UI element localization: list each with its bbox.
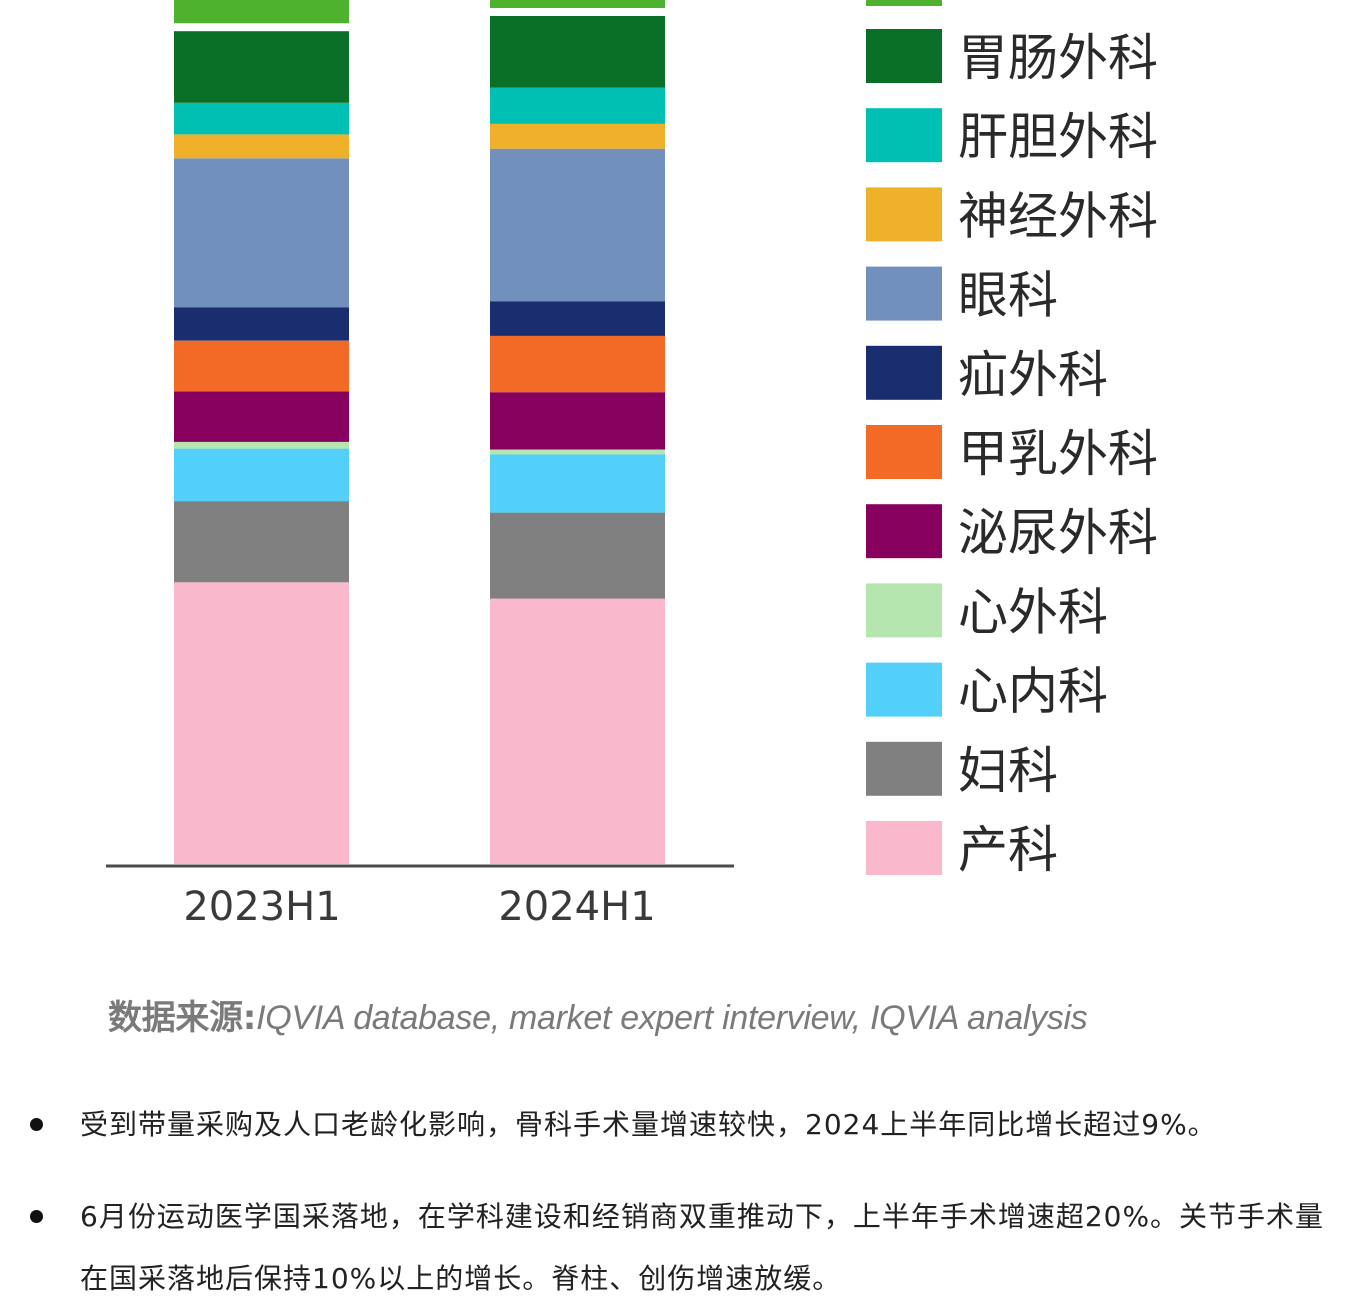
bar-segment [174,501,349,583]
legend-item: 神经外科 [866,187,1158,245]
legend-swatch [866,662,942,717]
stacked-bar-chart: 2023H1 2024H1 胃肠外科肝胆外科神经外科眼科疝外科甲乳外科泌尿外科心外… [106,0,1158,930]
bar-segment [174,158,349,308]
legend-item: 产科 [866,821,1058,879]
legend-swatch [866,821,942,875]
bullet-dot [30,1210,43,1223]
legend-label: 泌尿外科 [958,504,1158,562]
legend-swatch [866,425,942,479]
bar-segment [490,87,665,124]
legend-label: 疝外科 [958,346,1108,404]
legend-swatch [866,504,942,559]
bars-group [174,16,665,864]
bar-segment [490,16,665,88]
legend-item: 心外科 [866,583,1108,641]
source-prefix: 数据来源: [108,998,257,1038]
source-text: IQVIA database, market expert interview,… [256,999,1088,1037]
legend-label: 神经外科 [958,187,1158,245]
bar-segment [490,123,665,149]
bar-segment [174,582,349,864]
bar-segment [174,391,349,442]
bar-segment [174,31,349,103]
bullet-text: 6月份运动医学国采落地，在学科建设和经销商双重推动下，上半年手术增速超20%。关… [80,1200,1325,1295]
legend-item: 肝胆外科 [866,108,1158,166]
bar-segment [174,448,349,502]
legend-label: 产科 [958,821,1058,879]
legend-label: 心内科 [958,663,1108,721]
bar-segment-clipped [174,0,349,24]
legend-item: 妇科 [866,741,1058,800]
legend-swatch-clipped [866,0,942,6]
bar-segment [490,148,665,302]
bar-segment [490,598,665,864]
bar-segment [174,441,349,449]
cut-top-segments [174,0,665,24]
legend-item: 甲乳外科 [866,425,1158,483]
legend-label: 胃肠外科 [958,29,1158,87]
legend-label: 肝胆外科 [958,108,1158,166]
legend-label: 眼科 [958,267,1058,325]
legend-item: 心内科 [866,662,1108,721]
legend-swatch [866,741,942,796]
legend-item: 泌尿外科 [866,504,1158,562]
x-tick-label: 2023H1 [183,884,340,930]
bar-segment [174,102,349,135]
bullet-dot [30,1118,43,1131]
legend-swatch [866,345,942,400]
bullet-text: 受到带量采购及人口老龄化影响，骨科手术量增速较快，2024上半年同比增长超过9%… [80,1108,1217,1141]
x-tick-label: 2024H1 [498,884,655,930]
legend-item: 胃肠外科 [866,29,1158,87]
legend-swatch [866,108,942,163]
legend-item: 疝外科 [866,345,1108,404]
legend-item: 眼科 [866,266,1058,325]
bar-segment [174,134,349,159]
bar-segment [490,454,665,513]
bar-segment [490,512,665,599]
bar-segment [490,335,665,393]
bar-segment [174,340,349,392]
data-source-note: 数据来源:IQVIA database, market expert inter… [108,990,1088,1039]
bar-segment [490,449,665,455]
bar-segment-clipped [490,0,665,8]
bar-segment [174,307,349,341]
legend-swatch [866,583,942,638]
legend-label: 甲乳外科 [958,425,1158,483]
legend-swatch [866,266,942,321]
legend-label: 心外科 [958,583,1108,641]
bar-segment [490,301,665,336]
x-axis-ticks: 2023H1 2024H1 [183,884,655,930]
legend-label: 妇科 [958,742,1058,800]
legend-swatch [866,29,942,83]
bar-segment [490,392,665,450]
legend-swatch [866,187,942,242]
